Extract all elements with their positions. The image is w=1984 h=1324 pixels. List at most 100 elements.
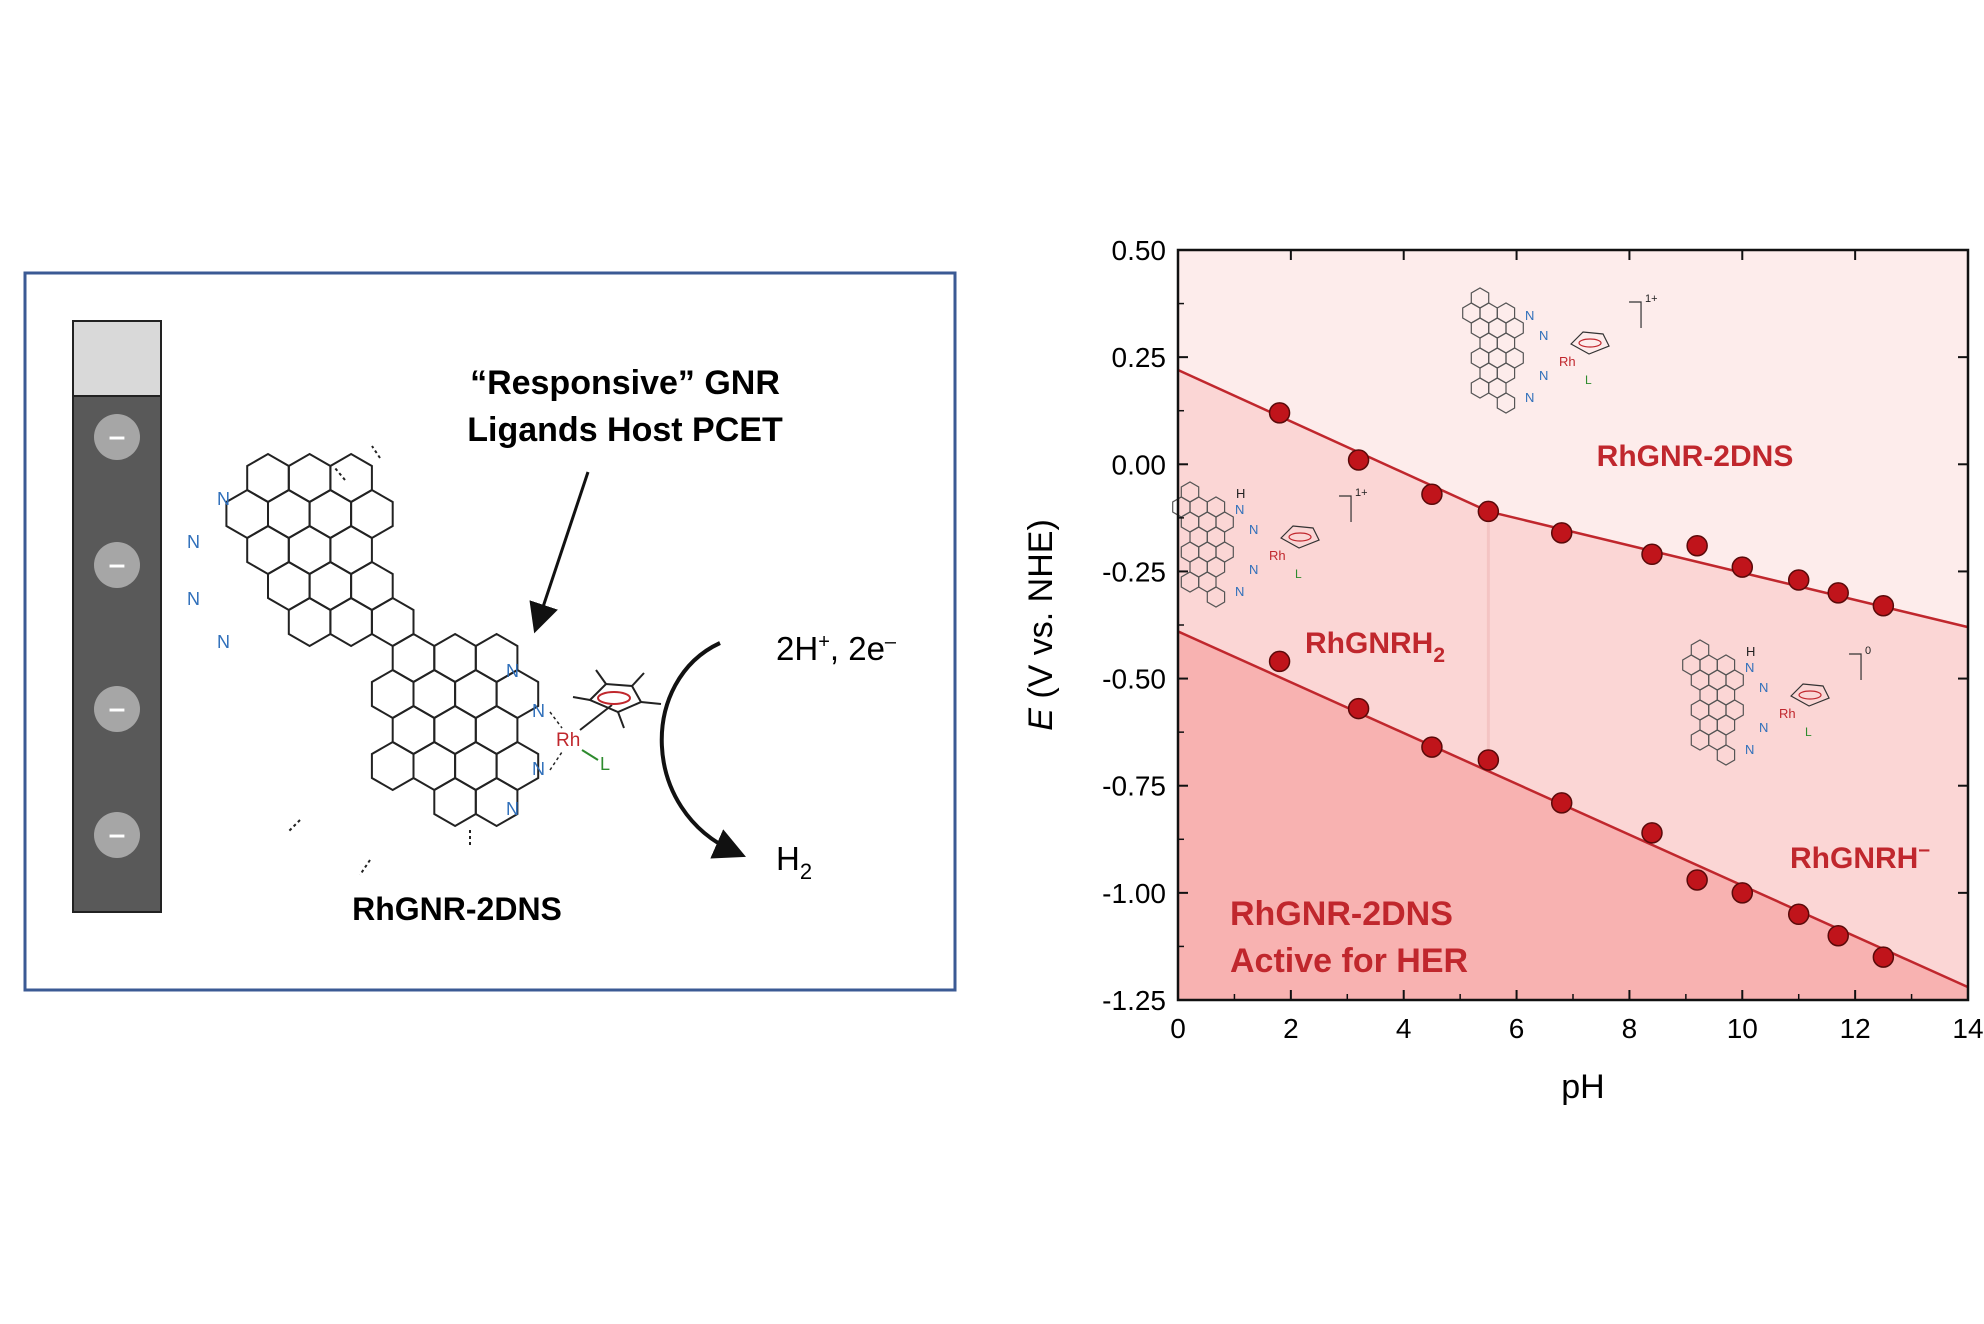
region-middle [1178,370,1968,988]
nitrogen-label: N [187,589,200,609]
data-point [1787,569,1810,591]
x-tick-label: 4 [1396,1013,1412,1044]
data-point [1872,946,1895,968]
data-point [1268,402,1291,424]
molecule-name: RhGNR-2DNS [352,891,562,927]
inset-cp-aromatic [1288,532,1312,542]
y-tick-label: -0.50 [1102,664,1166,695]
inset-cp-aromatic [1798,690,1822,700]
reaction-arrow [659,641,746,859]
inset-cp-ring [1570,331,1610,355]
inset-ring [1496,392,1516,414]
region-label-top: RhGNR-2DNS [1597,440,1794,473]
data-point [1477,749,1500,771]
data-point [1872,594,1895,617]
scheme-title-line2: Ligands Host PCET [467,411,783,449]
data-point [1731,882,1754,904]
data-point [1641,822,1663,844]
inset-cp-ring [1280,525,1320,549]
inset-ligand: L [1805,725,1812,739]
nitrogen-label: N [217,489,230,509]
inset-bracket [1339,495,1352,522]
inset-nitrogen: N [1249,522,1258,537]
data-point [1421,736,1443,758]
inset-ring [1505,347,1524,369]
x-axis-label: pH [1561,1068,1604,1106]
data-point [1686,534,1708,557]
nitrogen-label: N [217,632,230,652]
inset-nitrogen: N [1525,390,1534,405]
nitrogen-label: N [532,759,545,779]
inset-rhodium: Rh [1559,354,1576,369]
x-tick-label: 6 [1509,1013,1525,1044]
y-tick-label: -1.25 [1102,985,1166,1016]
nitrogen-label: N [187,532,200,552]
electrode-top-cap [72,320,162,397]
cp-ring [588,682,643,714]
y-tick-label: 0.00 [1112,449,1167,480]
y-axis-label: E (V vs. NHE) [1022,519,1060,731]
scheme-panel: – – – – “Responsive” GNR Ligands Host PC… [23,271,957,992]
inset-nitrogen: N [1745,742,1754,757]
inset-charge: 1+ [1645,293,1658,305]
continuation-bond [287,819,301,833]
inset-nitrogen: N [1235,502,1244,517]
data-point [1787,903,1810,926]
inset-ring [1206,586,1226,608]
inset-charge: 0 [1865,645,1871,657]
inset-rhodium: Rh [1269,548,1286,563]
region-label-bottom-line1: RhGNR-2DNS [1230,895,1453,933]
y-tick-label: 0.25 [1112,342,1167,373]
inset-nitrogen: N [1759,720,1768,735]
continuation-bond [371,445,381,459]
product: H2 [776,840,812,884]
x-tick-label: 10 [1727,1013,1758,1044]
inset-nitrogen: N [1235,584,1244,599]
data-point [1421,483,1443,506]
electrode-charge: – [94,686,140,732]
nitrogen-label: N [506,799,519,819]
reagents: 2H+, 2e– [776,630,897,667]
continuation-bond [334,467,346,481]
data-point [1347,449,1370,471]
data-point [1550,792,1573,814]
nitrogen-label: N [506,661,519,681]
inset-charge: 1+ [1355,487,1368,499]
inset-nitrogen: N [1539,328,1548,343]
ligand-label: L [600,754,610,774]
inset-nitrogen: N [1525,308,1534,323]
region-bottom [1178,631,1968,1000]
inset-nitrogen: N [1539,368,1548,383]
data-point [1827,582,1849,604]
electrode: – – – – [72,320,162,913]
region-label-middle-right: RhGNRH– [1790,838,1930,875]
inset-ring [1725,669,1744,691]
inset-hydrogen: H [1746,644,1755,659]
inset-bracket [1629,301,1642,328]
pointer-arrow [529,471,590,634]
data-point [1347,697,1370,720]
region-label-middle-left: RhGNRH2 [1305,627,1445,667]
data-point [1550,522,1573,544]
x-tick-label: 12 [1840,1013,1871,1044]
inset-ring [1215,511,1234,533]
region-label-bottom-line2: Active for HER [1230,942,1468,980]
gnr-ribbon-structure [225,445,540,876]
nitrogen-label: N [532,701,545,721]
inset-ring [1215,541,1234,563]
charge-symbol: – [109,420,126,453]
charge-symbol: – [109,548,126,581]
y-tick-label: -0.75 [1102,771,1166,802]
data-point [1827,924,1849,947]
scheme-frame [23,271,957,992]
electrode-charge: – [94,414,140,460]
scheme-title-line1: “Responsive” GNR [470,364,780,402]
y-tick-label: 0.50 [1112,235,1167,266]
y-tick-label: -1.00 [1102,878,1166,909]
x-tick-label: 14 [1952,1013,1983,1044]
data-point [1731,556,1754,578]
electrode-charge: – [94,542,140,588]
